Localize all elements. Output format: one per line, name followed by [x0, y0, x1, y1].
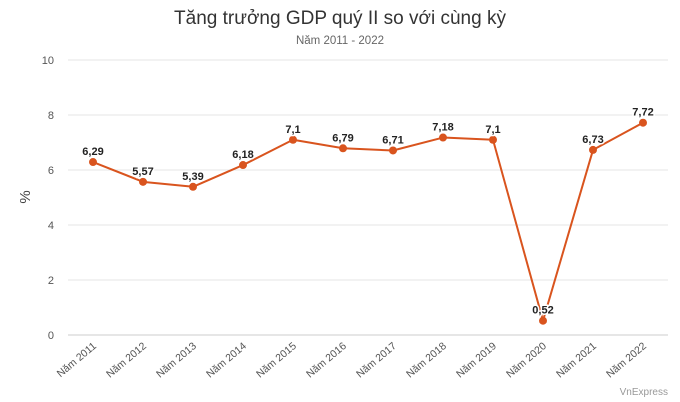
y-axis-label: %: [17, 190, 34, 203]
x-tick-label: Năm 2018: [404, 340, 449, 380]
y-tick-label: 6: [48, 165, 54, 177]
x-tick-label: Năm 2022: [604, 340, 649, 380]
x-tick-label: Năm 2021: [554, 340, 599, 380]
series-line: [92, 121, 644, 322]
data-point: [539, 316, 547, 325]
data-point: [289, 135, 297, 144]
x-tick-label: Năm 2011: [55, 340, 99, 380]
data-label: 7,18: [432, 122, 453, 134]
data-label: 5,57: [132, 166, 153, 178]
x-tick-label: Năm 2017: [354, 340, 399, 380]
chart-subtitle: Năm 2011 - 2022: [295, 35, 384, 47]
data-point: [139, 177, 147, 186]
x-tick-label: Năm 2015: [254, 340, 299, 380]
data-label: 6,79: [332, 132, 353, 144]
data-point: [189, 182, 197, 191]
y-axis-ticks: 0 2 4 6 8 10: [42, 55, 54, 342]
data-point: [489, 135, 497, 144]
data-label: 6,29: [82, 146, 103, 158]
series-line-path: [92, 121, 644, 322]
y-tick-label: 0: [48, 330, 54, 342]
data-points: [89, 118, 647, 325]
y-tick-label: 10: [42, 55, 54, 67]
data-point: [339, 144, 347, 153]
data-label: 6,18: [232, 149, 253, 161]
data-labels: 6,29 5,57 5,39 6,18 7,1 6,79 6,71 7,18 7,1 0,52 6,…: [81, 105, 655, 318]
data-point: [639, 118, 647, 127]
data-point: [89, 158, 97, 167]
source-label: VnExpress: [619, 387, 668, 398]
data-point: [589, 145, 597, 154]
data-point: [239, 161, 247, 170]
data-point: [439, 133, 447, 142]
x-axis-ticks: Năm 2011 Năm 2012 Năm 2013 Năm 2014 Năm 2015…: [55, 340, 649, 380]
chart-title: Tăng trưởng GDP quý II so với cùng kỳ: [174, 8, 506, 29]
data-label: 5,39: [182, 171, 203, 183]
x-tick-label: Năm 2012: [104, 340, 149, 380]
x-tick-label: Năm 2016: [304, 340, 349, 380]
x-tick-label: Năm 2014: [204, 340, 249, 380]
data-label: 7,72: [632, 107, 653, 119]
gridlines: [68, 59, 668, 336]
x-tick-label: Năm 2013: [154, 340, 199, 380]
y-tick-label: 8: [48, 110, 54, 122]
data-label: 6,73: [582, 134, 603, 146]
y-tick-label: 2: [48, 275, 54, 287]
data-label: 7,1: [485, 124, 500, 136]
data-label: 0,52: [532, 305, 553, 317]
y-tick-label: 4: [48, 220, 54, 232]
x-tick-label: Năm 2019: [454, 340, 499, 380]
data-label: 7,1: [285, 124, 300, 136]
x-tick-label: Năm 2020: [504, 340, 549, 380]
data-label: 6,71: [382, 134, 403, 146]
data-point: [389, 146, 397, 155]
